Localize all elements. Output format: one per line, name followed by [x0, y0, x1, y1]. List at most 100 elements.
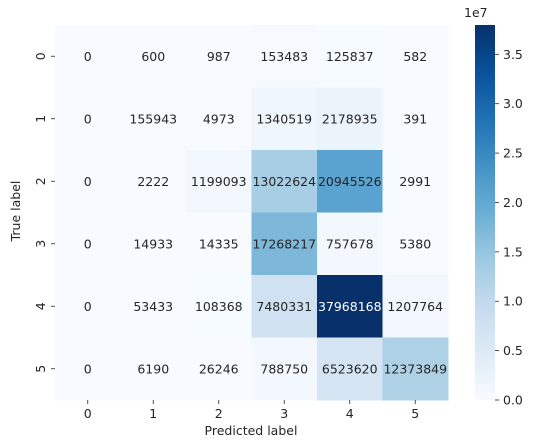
- cell-value-label: 4973: [203, 111, 235, 126]
- cell-value-label: 600: [141, 49, 165, 64]
- cell-value-label: 14933: [133, 236, 173, 251]
- heatmap-cell: [251, 150, 318, 213]
- colorbar-gradient: [475, 25, 495, 400]
- cell-value-label: 125837: [326, 49, 374, 64]
- cell-value-label: 6190: [137, 361, 169, 376]
- cell-value-label: 788750: [260, 361, 308, 376]
- y-tick-label: 2: [33, 177, 48, 185]
- heatmap-cell: [317, 25, 383, 88]
- heatmap-cell: [382, 212, 449, 276]
- heatmap-cell: [55, 87, 121, 151]
- heatmap-cell: [251, 87, 318, 151]
- heatmap-cell: [317, 275, 383, 338]
- x-tick-label: 2: [215, 406, 223, 421]
- heatmap-cell: [120, 25, 187, 88]
- heatmap-cell: [55, 25, 121, 88]
- heatmap-cell: [55, 150, 121, 213]
- heatmap-cell: [120, 337, 187, 401]
- y-tick-label: 1: [33, 115, 48, 123]
- x-tick-label: 0: [84, 406, 92, 421]
- cell-value-label: 987: [207, 49, 231, 64]
- heatmap-cell: [251, 212, 318, 276]
- colorbar-tick-label: 0.0: [503, 393, 523, 408]
- heatmap-cell: [120, 150, 187, 213]
- heatmap-cell: [186, 87, 252, 151]
- cell-value-label: 5380: [399, 236, 431, 251]
- colorbar-tick-label: 1.0: [503, 294, 523, 309]
- cell-value-label: 2991: [399, 174, 431, 189]
- heatmap-cell: [382, 25, 449, 88]
- colorbar-tick-label: 3.5: [503, 47, 523, 62]
- cell-value-label: 0: [84, 49, 92, 64]
- heatmap-cell: [186, 150, 252, 213]
- x-tick-label: 1: [149, 406, 157, 421]
- y-tick-label: 4: [33, 302, 48, 310]
- x-axis-ticks: 0 1 2 3 4 5: [84, 400, 419, 421]
- heatmap-cell: [382, 337, 449, 401]
- cell-value-label: 108368: [195, 299, 243, 314]
- heatmap-cell: [120, 87, 187, 151]
- cell-value-label: 2178935: [322, 111, 378, 126]
- x-tick-label: 3: [280, 406, 288, 421]
- heatmap-cell: [382, 275, 449, 338]
- heatmap-cell: [55, 337, 121, 401]
- cell-value-label: 155943: [129, 111, 177, 126]
- colorbar-tick-label: 0.5: [503, 343, 523, 358]
- cell-value-label: 6523620: [322, 361, 378, 376]
- cell-value-label: 53433: [133, 299, 173, 314]
- cell-value-label: 757678: [326, 236, 374, 251]
- heatmap-cell: [382, 87, 449, 151]
- heatmap-cell: [317, 150, 383, 213]
- cell-value-label: 0: [84, 111, 92, 126]
- heatmap-cell: [186, 25, 252, 88]
- x-tick-label: 4: [346, 406, 354, 421]
- cell-value-label: 0: [84, 174, 92, 189]
- heatmap-cell: [317, 212, 383, 276]
- y-axis-label: True label: [8, 181, 23, 243]
- heatmap-cell: [317, 87, 383, 151]
- cell-value-label: 17268217: [252, 236, 316, 251]
- heatmap-cell: [120, 275, 187, 338]
- cell-value-label: 1199093: [191, 174, 247, 189]
- cell-value-label: 1207764: [387, 299, 443, 314]
- cell-value-label: 37968168: [318, 299, 382, 314]
- cell-value-label: 153483: [260, 49, 308, 64]
- cell-value-label: 0: [84, 236, 92, 251]
- colorbar: 0.0 0.5 1.0 1.5 2.0 2.5 3.0 3.5: [475, 25, 523, 408]
- heatmap-cell: [55, 275, 121, 338]
- colorbar-tick-label: 2.5: [503, 146, 523, 161]
- heatmap-cell: [186, 212, 252, 276]
- x-tick-label: 5: [411, 406, 419, 421]
- cell-value-label: 13022624: [252, 174, 316, 189]
- cell-value-label: 582: [403, 49, 427, 64]
- heatmap-cell: [55, 212, 121, 276]
- heatmap-cell: [186, 337, 252, 401]
- x-axis-label: Predicted label: [205, 423, 298, 438]
- heatmap-cell: [317, 337, 383, 401]
- y-tick-label: 0: [33, 52, 48, 60]
- heatmap-cell: [120, 212, 187, 276]
- cell-value-label: 391: [403, 111, 427, 126]
- cell-value-label: 26246: [199, 361, 239, 376]
- y-tick-label: 5: [33, 365, 48, 373]
- colorbar-tick-label: 3.0: [503, 96, 523, 111]
- heatmap-cell: [186, 275, 252, 338]
- cell-value-label: 2222: [137, 174, 169, 189]
- colorbar-tick-label: 2.0: [503, 195, 523, 210]
- heatmap-cell: [251, 275, 318, 338]
- cell-value-label: 0: [84, 361, 92, 376]
- cell-value-label: 14335: [199, 236, 239, 251]
- colorbar-tick-label: 1.5: [503, 244, 523, 259]
- cell-value-label: 12373849: [383, 361, 447, 376]
- heatmap-cell: [382, 150, 449, 213]
- cell-value-label: 7480331: [256, 299, 312, 314]
- y-tick-label: 3: [33, 240, 48, 248]
- heatmap-cell: [251, 25, 318, 88]
- y-axis-ticks: 0 1 2 3 4 5: [33, 52, 55, 373]
- colorbar-scale-label: 1e7: [464, 5, 488, 20]
- heatmap-grid: 0 600 987 153483 125837 582 0 155943 4973 1340519…: [55, 25, 449, 401]
- cell-value-label: 0: [84, 299, 92, 314]
- heatmap-cell: [251, 337, 318, 401]
- cell-value-label: 1340519: [256, 111, 312, 126]
